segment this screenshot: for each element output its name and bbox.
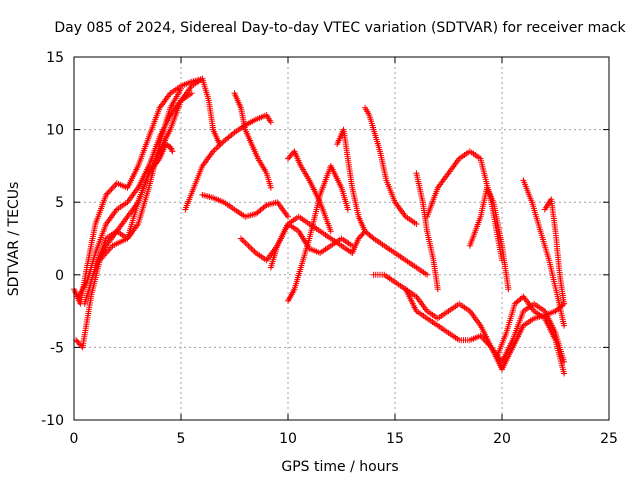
series-trace-8 (231, 90, 274, 191)
series-trace-6 (182, 112, 274, 213)
series-layer (71, 75, 568, 377)
series-marks (231, 90, 274, 191)
series-trace-12 (285, 148, 334, 235)
y-tick-label: 5 (55, 195, 64, 211)
axis-ticks: 0 5 10 15 20 25 -10 -5 0 5 10 15 (41, 50, 618, 447)
series-trace-14 (349, 228, 431, 278)
series-trace-15 (362, 104, 420, 227)
series-marks (466, 184, 512, 293)
series-marks (182, 112, 274, 213)
series-trace-3 (75, 75, 223, 300)
series-marks (81, 85, 184, 307)
series-trace-7 (199, 191, 291, 220)
series-trace-24 (541, 196, 568, 307)
x-axis-title: GPS time / hours (281, 459, 398, 475)
y-tick-label: -5 (50, 340, 64, 356)
series-marks (92, 90, 195, 271)
series-trace-2 (73, 141, 176, 351)
series-marks (267, 221, 356, 271)
series-trace-23 (520, 177, 568, 329)
series-marks (413, 170, 441, 293)
y-tick-label: 15 (46, 50, 64, 66)
grid-lines (74, 57, 609, 420)
x-tick-label: 20 (493, 431, 511, 447)
series-marks (334, 126, 368, 235)
series-marks (349, 228, 431, 278)
plot-frame (73, 56, 610, 421)
series-marks (499, 300, 568, 373)
x-tick-label: 25 (600, 431, 618, 447)
series-marks (285, 148, 334, 235)
series-marks (199, 191, 291, 220)
y-axis-title: SDTVAR / TECUs (6, 182, 22, 297)
x-tick-label: 10 (279, 431, 297, 447)
series-trace-10 (267, 221, 356, 271)
series-marks (541, 196, 568, 307)
series-trace-18 (413, 170, 441, 293)
series-trace-4 (92, 90, 195, 271)
series-marks (75, 75, 223, 300)
x-tick-label: 15 (386, 431, 404, 447)
y-tick-label: 10 (46, 123, 64, 139)
series-marks (520, 177, 568, 329)
series-trace-21 (494, 293, 568, 377)
x-tick-label: 5 (177, 431, 186, 447)
series-trace-13 (334, 126, 368, 235)
series-trace-5 (81, 85, 184, 307)
series-trace-17 (402, 286, 568, 365)
series-marks (494, 293, 568, 377)
chart-title: Day 085 of 2024, Sidereal Day-to-day VTE… (54, 20, 626, 36)
y-tick-label: 0 (55, 268, 64, 284)
x-tick-label: 0 (70, 431, 79, 447)
series-marks (285, 162, 351, 304)
series-marks (362, 104, 420, 227)
series-trace-20 (466, 184, 512, 293)
series-trace-11 (285, 162, 351, 304)
y-tick-label: -10 (41, 413, 64, 429)
series-trace-22 (499, 300, 568, 373)
series-marks (402, 286, 568, 365)
series-marks (73, 141, 176, 351)
